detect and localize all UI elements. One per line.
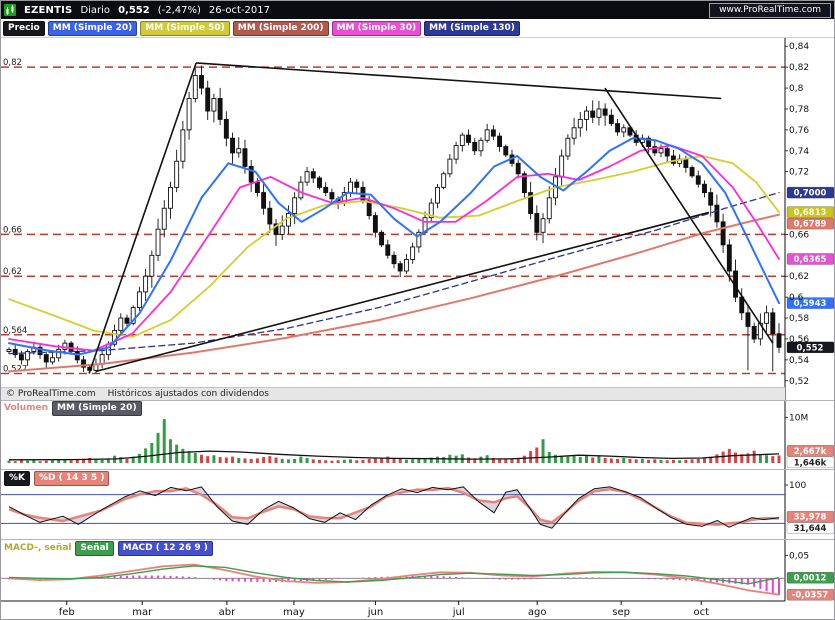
macd-button[interactable]: MACD ( 12 26 9 ) [117,540,213,556]
svg-text:0,552: 0,552 [797,343,824,353]
svg-text:33,978: 33,978 [794,513,827,523]
macd-signal-button[interactable]: Señal [75,540,114,556]
svg-text:mar: mar [132,607,153,618]
svg-text:0,66: 0,66 [789,230,809,240]
ma-button-simple-130[interactable]: MM (Simple 130) [424,20,520,36]
svg-text:oct: oct [693,607,709,618]
symbol-name: EZENTIS [24,4,73,16]
last-price: 0,552 [118,4,150,16]
volume-ma-button[interactable]: MM (Simple 20) [52,400,142,416]
volume-panel-header: Volumen MM (Simple 20) [1,400,142,416]
svg-text:0,6365: 0,6365 [794,255,827,265]
prorealtime-link[interactable]: www.ProRealTime.com [709,2,831,18]
svg-text:0,564: 0,564 [3,326,27,336]
svg-text:0,58: 0,58 [789,314,809,324]
svg-text:0,0012: 0,0012 [794,574,827,584]
svg-text:0,5943: 0,5943 [794,299,827,309]
ma-button-simple-30[interactable]: MM (Simple 30) [331,20,422,36]
stochastic-k-label: %K [4,470,30,486]
ma-line-20 [8,137,780,356]
svg-text:2,667k: 2,667k [794,447,827,457]
svg-text:0,78: 0,78 [789,105,809,115]
svg-text:0,6813: 0,6813 [794,208,827,218]
ma-line-50 [8,155,780,338]
price-change: (-2,47%) [157,4,201,16]
candlestick-chart-icon [4,4,16,16]
svg-text:-0,0357: -0,0357 [792,591,828,601]
copyright-text: © ProRealTime.com [6,389,96,399]
trendlines[interactable] [88,62,774,374]
svg-text:0,82: 0,82 [789,63,809,73]
candlestick-series [6,65,782,374]
svg-text:0,05: 0,05 [789,551,809,561]
svg-text:abr: abr [219,607,236,618]
svg-text:ago: ago [528,607,547,618]
price-panel-footer: © ProRealTime.com Históricos ajustados c… [1,387,785,400]
quote-date: 26-oct-2017 [208,4,271,16]
svg-text:0,62: 0,62 [789,272,809,282]
svg-text:0,52: 0,52 [789,377,809,387]
svg-text:0,82: 0,82 [3,58,22,68]
svg-text:0,527: 0,527 [3,364,27,374]
svg-text:jun: jun [367,607,383,618]
svg-text:may: may [283,607,305,618]
macd-panel-title: MACD-, señal [4,543,72,553]
svg-text:0,8: 0,8 [789,84,804,94]
svg-text:sep: sep [612,607,630,618]
price-legend-bar: Precio MM (Simple 20) MM (Simple 50) MM … [1,19,834,37]
volume-panel [8,450,780,461]
ma-button-simple-50[interactable]: MM (Simple 50) [140,20,230,36]
stochastic-d-button[interactable]: %D ( 14 3 5 ) [34,470,110,486]
ma-button-simple-20[interactable]: MM (Simple 20) [47,20,138,36]
macd-panel [1,563,785,596]
svg-text:10M: 10M [789,413,808,423]
price-panel-label: Precio [3,20,45,36]
svg-text:0,54: 0,54 [789,356,809,366]
svg-text:0,7000: 0,7000 [794,189,827,199]
svg-text:0,74: 0,74 [789,147,809,157]
svg-text:feb: feb [59,607,75,618]
stochastic-panel-header: %K %D ( 14 3 5 ) [1,470,110,486]
ma-button-simple-200[interactable]: MM (Simple 200) [232,20,329,36]
timeframe-label: Diario [80,4,111,16]
moving-average-lines [8,137,780,373]
svg-text:0,72: 0,72 [789,168,809,178]
macd-panel-header: MACD-, señal Señal MACD ( 12 26 9 ) [1,540,213,556]
svg-text:100: 100 [789,481,806,491]
svg-text:0,6789: 0,6789 [794,220,827,230]
ma-line-200 [8,213,780,373]
svg-text:0,62: 0,62 [3,267,22,277]
svg-text:1,646k: 1,646k [794,458,827,468]
time-axis [1,37,834,605]
dividends-note: Históricos ajustados con dividendos [107,389,269,399]
svg-text:0,76: 0,76 [789,126,809,136]
svg-text:0,56: 0,56 [789,335,809,345]
volume-plot-area[interactable] [1,415,785,463]
ma-line-130 [8,191,780,355]
volume-panel-label: Volumen [4,403,49,413]
title-bar: EZENTIS Diario 0,552 (-2,47%) 26-oct-201… [1,1,834,19]
svg-text:0,6: 0,6 [789,293,804,303]
svg-text:0,66: 0,66 [3,225,22,235]
svg-text:0,84: 0,84 [789,42,809,52]
svg-text:jul: jul [452,607,465,618]
price-axis [784,37,834,601]
stochastic-panel [1,486,785,529]
svg-text:31,644: 31,644 [794,524,827,534]
